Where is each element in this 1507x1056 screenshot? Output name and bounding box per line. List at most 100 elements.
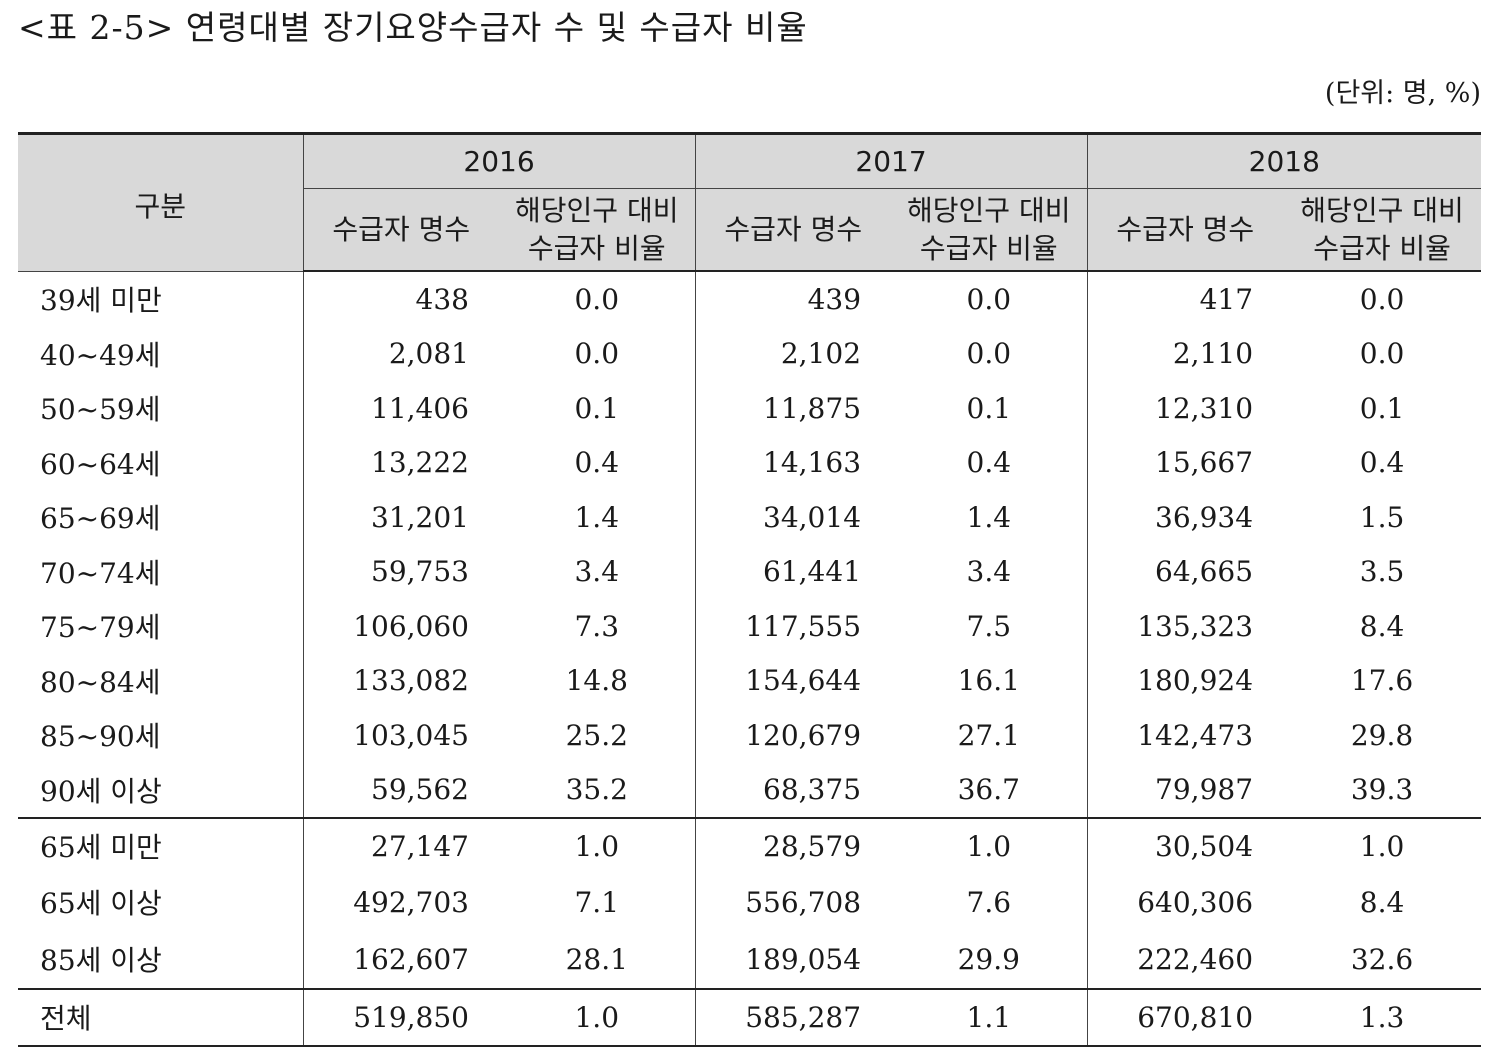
table-title: <표 2-5> 연령대별 장기요양수급자 수 및 수급자 비율 xyxy=(18,8,808,47)
total-row: 전체 519,850 1.0 585,287 1.1 670,810 1.3 xyxy=(18,987,1482,1047)
recipient-count-cell: 120,679 xyxy=(694,708,892,763)
recipient-count-cell: 106,060 xyxy=(302,599,499,654)
recipient-count-cell: 15,667 xyxy=(1086,435,1284,490)
recipient-count-cell: 222,460 xyxy=(1086,930,1284,989)
recipient-ratio-cell: 0.1 xyxy=(1359,391,1405,425)
table-row: 60~64세 13,222 0.4 14,163 0.4 15,667 0.4 xyxy=(18,435,1481,490)
recipient-ratio-cell: 28.1 xyxy=(565,942,628,976)
recipient-ratio-cell: 1.3 xyxy=(1283,987,1482,1047)
recipient-count-cell: 64,665 xyxy=(1086,544,1284,599)
table-row: 75~79세 106,060 7.3 117,555 7.5 135,323 8.4 xyxy=(18,599,1481,654)
recipient-count-cell: 162,607 xyxy=(302,930,499,989)
year-header-2016: 2016 xyxy=(302,132,696,189)
recipient-count-cell: 30,504 xyxy=(1086,817,1284,874)
summary-row: 85세 이상 162,607 28.1 189,054 29.9 222,460 32.6 xyxy=(18,930,1481,989)
recipient-ratio-cell: 0.4 xyxy=(1359,446,1405,480)
unit-note: (단위: 명, %) xyxy=(1324,78,1481,109)
row-label: 65~69세 xyxy=(40,502,161,536)
recipient-ratio-cell: 8.4 xyxy=(1359,609,1405,643)
summary-row: 65세 이상 492,703 7.1 556,708 7.6 640,306 8.4 xyxy=(18,873,1481,931)
recipient-ratio-cell: 0.1 xyxy=(966,391,1012,425)
ratio-header-line1: 해당인구 대비 xyxy=(1300,193,1464,227)
recipient-count-cell: 34,014 xyxy=(694,490,892,545)
recipient-ratio-cell: 1.0 xyxy=(1283,817,1482,874)
ratio-header-line2: 수급자 비율 xyxy=(919,231,1058,265)
recipient-ratio-cell: 36.7 xyxy=(957,773,1020,807)
recipient-ratio-cell: 7.6 xyxy=(966,885,1012,919)
table-row: 39세 미만 438 0.0 439 0.0 417 0.0 xyxy=(18,271,1481,327)
year-header-2017: 2017 xyxy=(694,132,1088,189)
recipient-ratio-cell: 3.5 xyxy=(1359,555,1405,589)
recipient-ratio-cell: 32.6 xyxy=(1350,942,1414,976)
table-row: 50~59세 11,406 0.1 11,875 0.1 12,310 0.1 xyxy=(18,381,1481,436)
table-row: 65~69세 31,201 1.4 34,014 1.4 36,934 1.5 xyxy=(18,490,1481,545)
recipient-count-cell: 59,753 xyxy=(302,544,499,599)
recipient-ratio-cell: 17.6 xyxy=(1350,664,1414,698)
recipient-count-cell: 180,924 xyxy=(1086,653,1284,708)
recipient-ratio-cell: 3.4 xyxy=(966,555,1012,589)
recipient-count-cell: 670,810 xyxy=(1086,987,1284,1047)
recipient-ratio-cell: 1.4 xyxy=(574,500,620,534)
recipient-ratio-cell: 0.0 xyxy=(574,282,620,316)
recipient-count-cell: 11,406 xyxy=(302,381,499,436)
row-label: 40~49세 xyxy=(40,338,161,372)
recipient-count-cell: 14,163 xyxy=(694,435,892,490)
recipient-ratio-cell: 1.5 xyxy=(1359,500,1405,534)
table-row: 90세 이상 59,562 35.2 68,375 36.7 79,987 39.3 xyxy=(18,762,1481,818)
recipient-ratio-cell: 0.1 xyxy=(574,391,620,425)
row-label: 65세 미만 xyxy=(18,817,303,874)
recipient-ratio-cell: 1.1 xyxy=(891,987,1088,1047)
recipient-count-cell: 133,082 xyxy=(302,653,499,708)
row-label: 60~64세 xyxy=(40,447,161,481)
summary-row: 65세 미만 27,147 1.0 28,579 1.0 30,504 1.0 xyxy=(18,817,1482,874)
recipient-ratio-cell: 25.2 xyxy=(565,718,628,752)
recipient-count-cell: 103,045 xyxy=(302,708,499,763)
row-label: 39세 미만 xyxy=(40,284,162,317)
count-header: 수급자 명수 xyxy=(302,188,499,272)
recipient-count-cell: 27,147 xyxy=(302,817,499,874)
row-label: 85~90세 xyxy=(40,720,161,754)
recipient-ratio-cell: 0.0 xyxy=(574,337,620,371)
recipient-count-cell: 11,875 xyxy=(694,381,892,436)
recipient-count-cell: 438 xyxy=(302,271,499,327)
table-row: 40~49세 2,081 0.0 2,102 0.0 2,110 0.0 xyxy=(18,326,1481,381)
row-label: 65세 이상 xyxy=(40,887,162,920)
count-header: 수급자 명수 xyxy=(1086,188,1284,272)
recipient-count-cell: 142,473 xyxy=(1086,708,1284,763)
row-label: 70~74세 xyxy=(40,556,161,590)
recipient-ratio-cell: 35.2 xyxy=(565,773,628,807)
ratio-header-line2: 수급자 비율 xyxy=(527,231,666,265)
recipient-ratio-cell: 3.4 xyxy=(574,555,620,589)
recipient-count-cell: 13,222 xyxy=(302,435,499,490)
recipient-count-cell: 154,644 xyxy=(694,653,892,708)
recipient-count-cell: 585,287 xyxy=(694,987,892,1047)
recipient-ratio-cell: 7.3 xyxy=(574,609,620,643)
recipient-ratio-cell: 1.0 xyxy=(499,987,696,1047)
ratio-header-line2: 수급자 비율 xyxy=(1313,231,1451,265)
recipient-ratio-cell: 1.0 xyxy=(891,817,1088,874)
row-label: 80~84세 xyxy=(40,665,161,699)
recipient-count-cell: 117,555 xyxy=(694,599,892,654)
recipient-count-cell: 79,987 xyxy=(1086,762,1284,818)
recipient-count-cell: 492,703 xyxy=(302,873,499,931)
recipient-ratio-cell: 8.4 xyxy=(1359,885,1405,919)
recipients-table: 구분 2016 2017 2018 수급자 명수 해당인구 대비 수급자 비율 수… xyxy=(18,132,1482,1047)
ratio-header-line1: 해당인구 대비 xyxy=(515,193,679,227)
recipient-count-cell: 439 xyxy=(694,271,892,327)
table-body: 39세 미만 438 0.0 439 0.0 417 0.0 40~49세 2,081 0.0 2,… xyxy=(18,271,1482,1047)
table-row: 80~84세 133,082 14.8 154,644 16.1 180,924 17.6 xyxy=(18,653,1481,708)
row-label: 90세 이상 xyxy=(40,774,162,808)
recipient-ratio-cell: 7.5 xyxy=(966,609,1012,643)
recipient-ratio-cell: 0.0 xyxy=(966,282,1012,316)
recipient-count-cell: 189,054 xyxy=(694,930,892,989)
recipient-count-cell: 2,102 xyxy=(694,326,892,381)
recipient-ratio-cell: 39.3 xyxy=(1350,773,1414,807)
row-label: 85세 이상 xyxy=(40,944,162,977)
recipient-ratio-cell: 29.9 xyxy=(957,942,1020,976)
recipient-count-cell: 36,934 xyxy=(1086,490,1284,545)
recipient-count-cell: 31,201 xyxy=(302,490,499,545)
ratio-header-line1: 해당인구 대비 xyxy=(907,193,1071,227)
year-header-2018: 2018 xyxy=(1086,132,1482,189)
